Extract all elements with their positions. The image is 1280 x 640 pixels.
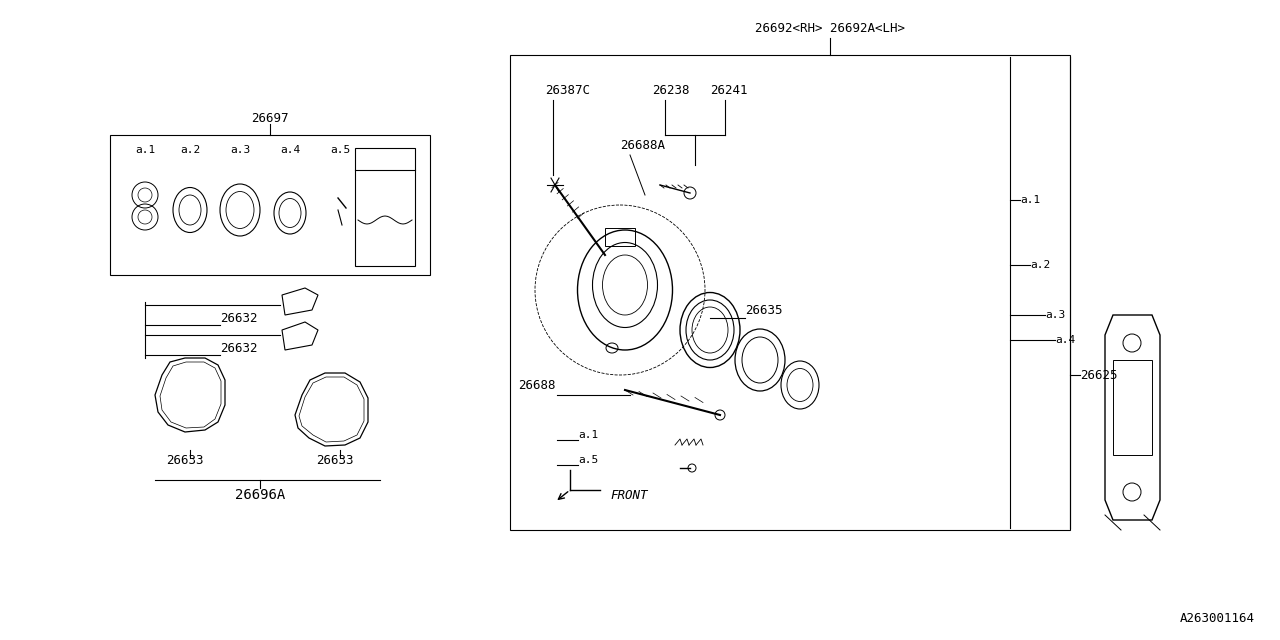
Text: 26625: 26625 <box>1080 369 1117 381</box>
Text: 26632: 26632 <box>220 342 257 355</box>
Text: a.1: a.1 <box>134 145 155 155</box>
Text: 26688: 26688 <box>518 378 556 392</box>
Text: a.1: a.1 <box>1020 195 1041 205</box>
Text: 26387C: 26387C <box>545 83 590 97</box>
Text: a.4: a.4 <box>280 145 300 155</box>
Text: 26688A: 26688A <box>620 138 666 152</box>
Text: FRONT: FRONT <box>611 488 648 502</box>
Bar <box>355 148 415 266</box>
Text: 26696A: 26696A <box>234 488 285 502</box>
Text: a.4: a.4 <box>1055 335 1075 345</box>
Text: 26241: 26241 <box>710 83 748 97</box>
Text: 26238: 26238 <box>652 83 690 97</box>
Text: 26632: 26632 <box>220 312 257 324</box>
Text: a.2: a.2 <box>1030 260 1051 270</box>
Bar <box>605 228 635 246</box>
Text: a.2: a.2 <box>180 145 200 155</box>
Text: a.3: a.3 <box>1044 310 1065 320</box>
Text: 26633: 26633 <box>166 454 204 467</box>
Text: a.5: a.5 <box>579 455 598 465</box>
Text: a.3: a.3 <box>230 145 250 155</box>
Text: 26697: 26697 <box>251 111 289 125</box>
Text: 26633: 26633 <box>316 454 353 467</box>
Text: 26635: 26635 <box>745 303 782 317</box>
Text: a.1: a.1 <box>579 430 598 440</box>
Text: A263001164: A263001164 <box>1180 611 1254 625</box>
Text: 26692<RH> 26692A<LH>: 26692<RH> 26692A<LH> <box>755 22 905 35</box>
Text: a.5: a.5 <box>330 145 351 155</box>
Bar <box>1114 360 1152 455</box>
